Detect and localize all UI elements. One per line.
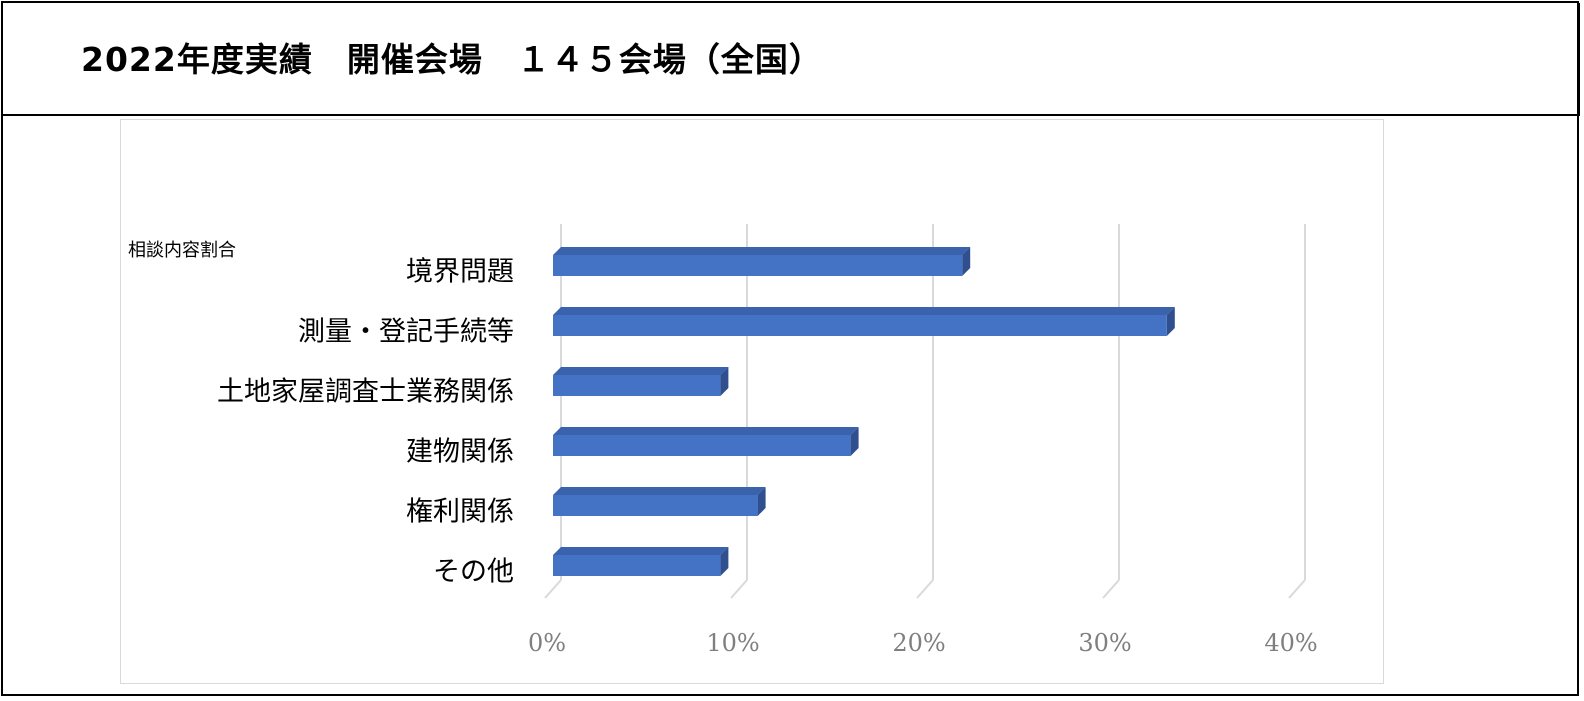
category-label: 権利関係 [406, 497, 514, 528]
gridline-floor [916, 579, 934, 599]
bar [553, 375, 721, 396]
bar-side-face [720, 367, 729, 396]
category-label: 土地家屋調査士業務関係 [217, 377, 514, 408]
x-tick-label: 0% [528, 629, 566, 657]
bar-side-face [1166, 307, 1175, 336]
bar-top-face [553, 307, 1175, 315]
bar-side-face [962, 247, 971, 276]
bar-side-face [720, 547, 729, 576]
category-label: 境界問題 [406, 257, 514, 288]
bar-top-face [553, 487, 766, 495]
category-label: その他 [433, 557, 514, 588]
page-title: 2022年度実績 開催会場 １４５会場（全国） [81, 40, 823, 79]
bar-side-face [850, 427, 859, 456]
bar [553, 255, 963, 276]
bar [553, 435, 851, 456]
gridline-floor [1288, 579, 1306, 599]
bar-top-face [553, 367, 729, 375]
x-tick-label: 30% [1078, 629, 1131, 657]
chart-title: 相談内容割合 [128, 240, 236, 261]
bar-side-face [757, 487, 766, 516]
gridline-floor [730, 579, 748, 599]
gridline-floor [544, 579, 562, 599]
x-tick-label: 10% [706, 629, 759, 657]
bar-top-face [553, 427, 859, 435]
bar [553, 495, 758, 516]
bar-top-face [553, 247, 971, 255]
x-tick-label: 20% [892, 629, 945, 657]
bar-top-face [553, 547, 729, 555]
bar [553, 555, 721, 576]
bar [553, 315, 1167, 336]
category-label: 建物関係 [406, 437, 514, 468]
x-tick-label: 40% [1264, 629, 1317, 657]
category-label: 測量・登記手続等 [298, 317, 514, 348]
gridline-floor [1102, 579, 1120, 599]
title-bar: 2022年度実績 開催会場 １４５会場（全国） [3, 3, 1580, 116]
chart-panel [120, 119, 1384, 684]
